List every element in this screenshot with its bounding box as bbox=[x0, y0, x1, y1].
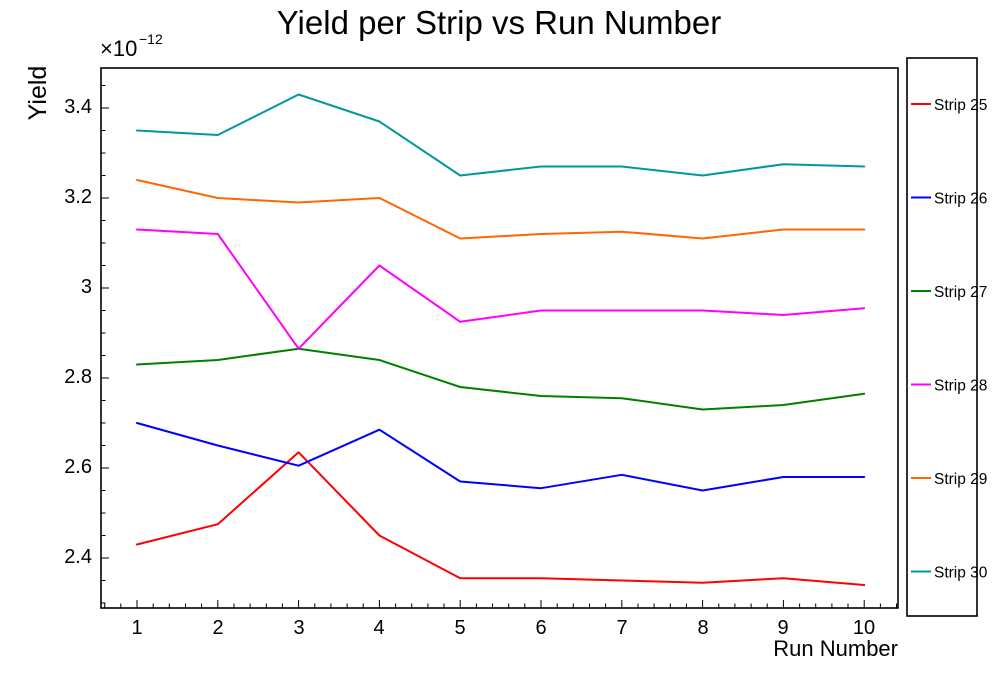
svg-text:Strip 28: Strip 28 bbox=[934, 378, 987, 395]
svg-text:Yield: Yield bbox=[24, 66, 52, 121]
svg-text:Strip 29: Strip 29 bbox=[934, 471, 987, 488]
svg-text:−12: −12 bbox=[139, 31, 163, 47]
svg-text:2: 2 bbox=[212, 617, 223, 639]
svg-text:5: 5 bbox=[454, 617, 465, 639]
svg-text:8: 8 bbox=[697, 617, 708, 639]
svg-text:Strip 25: Strip 25 bbox=[934, 97, 987, 114]
svg-text:Yield per Strip vs Run Number: Yield per Strip vs Run Number bbox=[277, 4, 721, 41]
svg-text:Strip 27: Strip 27 bbox=[934, 284, 987, 301]
svg-text:6: 6 bbox=[535, 617, 546, 639]
svg-text:Run Number: Run Number bbox=[773, 636, 898, 661]
svg-text:Strip 26: Strip 26 bbox=[934, 191, 987, 208]
svg-text:2.8: 2.8 bbox=[64, 366, 92, 388]
svg-text:3.2: 3.2 bbox=[64, 186, 92, 208]
svg-text:7: 7 bbox=[616, 617, 627, 639]
svg-text:1: 1 bbox=[131, 617, 142, 639]
svg-text:10: 10 bbox=[853, 617, 875, 639]
svg-text:4: 4 bbox=[373, 617, 384, 639]
svg-text:×10: ×10 bbox=[100, 36, 137, 61]
svg-text:9: 9 bbox=[777, 617, 788, 639]
svg-text:2.6: 2.6 bbox=[64, 456, 92, 478]
svg-text:3: 3 bbox=[81, 276, 92, 298]
svg-text:2.4: 2.4 bbox=[64, 546, 92, 568]
svg-text:3: 3 bbox=[293, 617, 304, 639]
svg-text:3.4: 3.4 bbox=[64, 96, 92, 118]
svg-text:Strip 30: Strip 30 bbox=[934, 565, 988, 582]
